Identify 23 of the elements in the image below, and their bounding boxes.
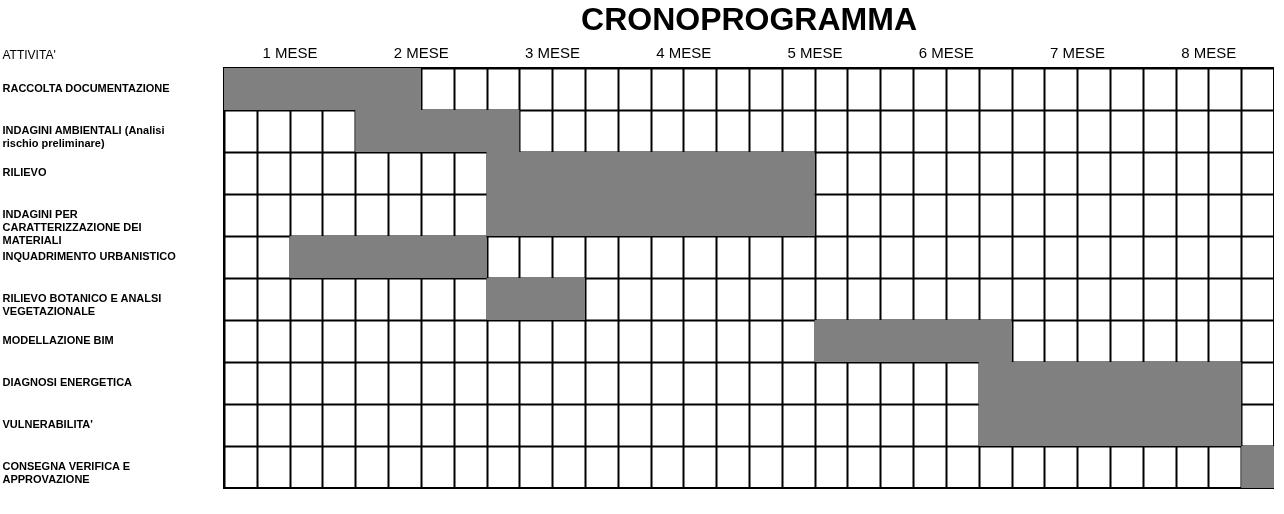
x-tick-label: 6 MESE: [918, 43, 974, 61]
y-tick-label: INQUADRIMENTO URBANISTICO: [2, 250, 177, 262]
x-tick-label: 2 MESE: [393, 43, 449, 61]
bar: [486, 278, 585, 320]
y-tick-label: INDAGINI PER CARATTERIZZAZIONE DEI MATERIALI: [2, 208, 142, 246]
y-tick-label: RACCOLTA DOCUMENTAZIONE: [2, 82, 170, 94]
x-tick-label: 7 MESE: [1050, 43, 1106, 61]
y-tick-label: RILIEVO: [2, 166, 47, 178]
y-tick-label: RILIEVO BOTANICO E ANALSI VEGETAZIONALE: [2, 292, 162, 317]
y-tick-label: INDAGINI AMBIENTALI (Analisi rischio preliminare): [2, 124, 165, 149]
x-tick-label: 8 MESE: [1181, 43, 1237, 61]
bar: [1241, 446, 1274, 488]
y-tick-label: VULNERABILITA': [2, 418, 94, 430]
x-tick-label: 5 MESE: [787, 43, 843, 61]
bar: [289, 236, 487, 278]
y-tick-label: DIAGNOSI ENERGETICA: [2, 376, 133, 388]
y-axis-title: ATTIVITA': [2, 47, 56, 62]
x-tick-label: 1 MESE: [262, 43, 318, 61]
chart-title: CRONOPROGRAMMA: [581, 1, 917, 37]
y-tick-label: CONSEGNA VERIFICA E APPROVAZIONE: [2, 460, 131, 485]
x-tick-label: 3 MESE: [525, 43, 581, 61]
y-tick-label: MODELLAZIONE BIM: [2, 334, 114, 346]
x-tick-label: 4 MESE: [656, 43, 712, 61]
